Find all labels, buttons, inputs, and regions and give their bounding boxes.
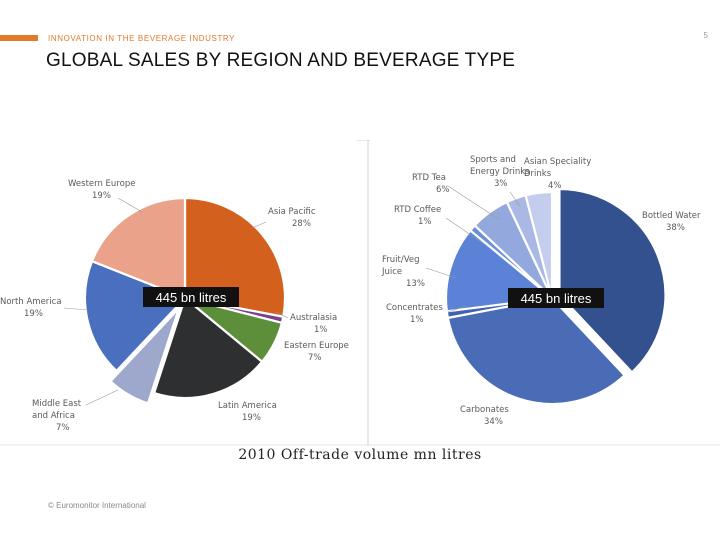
- slice-label-latin-america: Latin America 19%: [218, 401, 277, 423]
- leader-line-australasia: [275, 311, 289, 319]
- slice-pct-western-europe: 19%: [92, 191, 111, 201]
- slice-pct-eastern-europe: 7%: [308, 353, 322, 363]
- center-label-1: 445 bn litres: [156, 290, 227, 305]
- slice-label-sports-and-energy-drinks: Sports and Energy Drinks 3%: [470, 155, 530, 189]
- leader-line-fruit-veg-juice: [425, 267, 457, 279]
- slice-label-concentrates: Concentrates 1%: [386, 303, 443, 325]
- slice-pct-rtd-tea: 6%: [436, 185, 450, 195]
- slice-label-middle-east-and-africa: Middle East and Africa 7%: [32, 399, 82, 433]
- center-label-box-2: [508, 288, 604, 308]
- slice-label-asia-pacific: Asia Pacific 28%: [268, 207, 316, 229]
- pie-slice-western-europe: [90, 196, 187, 300]
- slide-title: GLOBAL SALES BY REGION AND BEVERAGE TYPE: [46, 50, 516, 71]
- page-number: 5: [703, 31, 708, 40]
- footer-credit: © Euromonitor International: [48, 501, 146, 510]
- accent-bar: [0, 35, 38, 41]
- slice-pct-middle-east-and-africa: 7%: [56, 423, 70, 433]
- slice-pct-asian-speciality-drinks: 4%: [548, 181, 562, 191]
- leader-line-western-europe: [117, 197, 143, 213]
- chart-caption: 2010 Off-trade volume mn litres: [238, 447, 482, 463]
- leader-line-sports-and-energy-drinks: [509, 191, 521, 207]
- leader-line-rtd-coffee: [445, 217, 485, 245]
- leader-line-north-america: [63, 307, 89, 311]
- pie-charts: Asia Pacific 28% Australasia 1% Eastern Euro…: [0, 140, 720, 446]
- pie-slice-asian-speciality-drinks: [524, 190, 554, 299]
- slice-pct-north-america: 19%: [24, 309, 43, 319]
- slice-label-western-europe: Western Europe 19%: [68, 179, 135, 201]
- slice-pct-asia-pacific: 28%: [292, 219, 311, 229]
- pie-slice-latin-america: [152, 296, 264, 400]
- slice-label-asian-speciality-drinks: Asian Speciality Drinks 4%: [524, 157, 591, 191]
- leader-line-middle-east-and-africa: [85, 389, 119, 406]
- slice-label-carbonates: Carbonates 34%: [460, 405, 509, 427]
- slice-label-north-america: North America 19%: [0, 297, 62, 319]
- slice-pct-concentrates: 1%: [410, 315, 424, 325]
- slice-label-australasia: Australasia 1%: [290, 313, 337, 335]
- slice-label-rtd-coffee: RTD Coffee 1%: [394, 205, 441, 227]
- pie-slice-carbonates: [446, 296, 627, 406]
- chart-panel: Asia Pacific 28% Australasia 1% Eastern Euro…: [0, 140, 720, 446]
- leader-line-concentrates: [447, 305, 467, 313]
- section-label: INNOVATION IN THE BEVERAGE INDUSTRY: [48, 34, 236, 43]
- slice-pct-fruit-veg-juice: 13%: [406, 279, 425, 289]
- slice-label-bottled-water: Bottled Water 38%: [642, 211, 701, 233]
- leader-line-rtd-tea: [447, 185, 501, 221]
- leader-line-asia-pacific: [251, 221, 267, 229]
- center-label-2: 445 bn litres: [521, 291, 592, 306]
- slice-pct-latin-america: 19%: [242, 413, 261, 423]
- center-label-box-1: [143, 287, 239, 307]
- slice-pct-sports-and-energy-drinks: 3%: [494, 179, 508, 189]
- slice-pct-australasia: 1%: [314, 325, 328, 335]
- slice-label-eastern-europe: Eastern Europe 7%: [284, 341, 349, 363]
- slice-pct-carbonates: 34%: [484, 417, 503, 427]
- slice-label-fruit-veg-juice: Fruit/Veg Juice13%: [381, 255, 425, 289]
- slice-pct-rtd-coffee: 1%: [418, 217, 432, 227]
- pie-slice-bottled-water: [558, 187, 667, 374]
- pie-slice-middle-east-and-africa: [108, 307, 180, 405]
- slice-label-rtd-tea: RTD Tea 6%: [412, 173, 450, 195]
- slice-pct-bottled-water: 38%: [666, 223, 685, 233]
